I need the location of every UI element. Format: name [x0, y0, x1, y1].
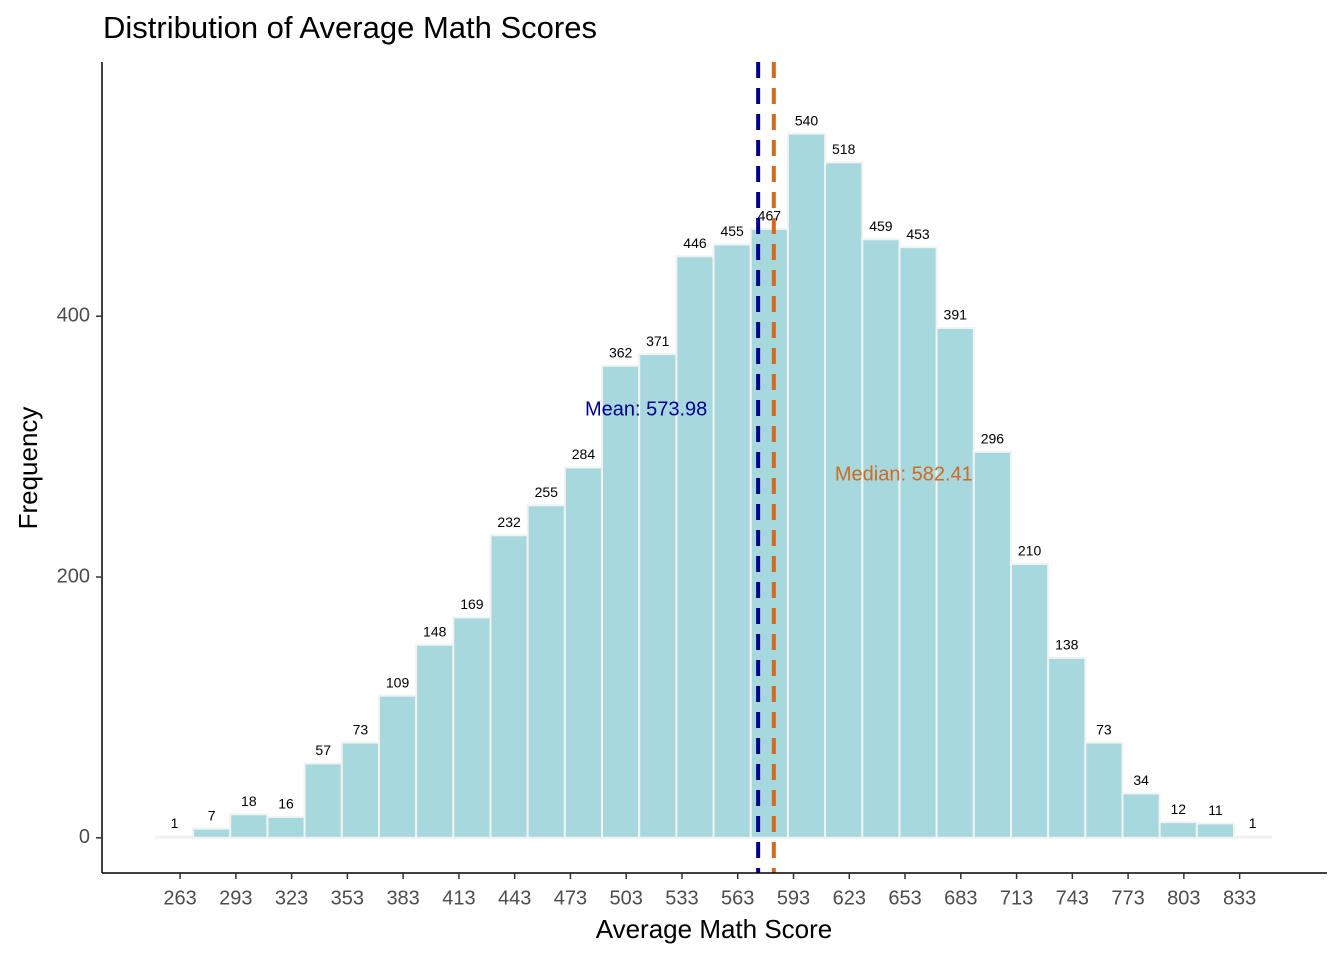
data-label: 391 [944, 307, 968, 323]
bar [638, 353, 678, 839]
y-tick-label: 400 [57, 305, 90, 327]
bar [452, 616, 492, 839]
bar [154, 835, 195, 839]
data-label: 73 [1096, 721, 1112, 737]
reference-label: Median: 582.41 [835, 463, 973, 485]
x-tick-label: 413 [442, 887, 475, 909]
bar [935, 326, 975, 839]
x-tick-label: 743 [1056, 887, 1089, 909]
data-label: 455 [720, 223, 744, 239]
y-tick-label: 200 [57, 565, 90, 587]
bar [1233, 835, 1273, 839]
bar [1084, 741, 1124, 839]
bar [340, 741, 380, 839]
x-tick-label: 773 [1111, 887, 1144, 909]
bar [229, 813, 269, 839]
bar [192, 827, 232, 839]
data-label: 11 [1208, 802, 1223, 818]
bar [1195, 822, 1236, 839]
data-label: 467 [758, 208, 782, 224]
bar [489, 534, 529, 839]
bar [675, 255, 715, 839]
data-label: 12 [1171, 801, 1187, 817]
data-label: 255 [535, 484, 559, 500]
reference-label: Mean: 573.98 [585, 398, 707, 420]
bar [563, 466, 604, 839]
data-label: 371 [646, 333, 670, 349]
chart-title: Distribution of Average Math Scores [103, 10, 597, 45]
bar [824, 161, 864, 839]
data-label: 1 [1249, 815, 1257, 831]
data-label: 459 [869, 218, 893, 234]
x-tick-label: 293 [219, 887, 252, 909]
data-label: 284 [572, 446, 596, 462]
x-tick-label: 323 [275, 887, 308, 909]
data-label: 518 [832, 141, 856, 157]
data-label: 138 [1055, 637, 1079, 653]
data-label: 34 [1133, 772, 1149, 788]
data-label: 540 [795, 112, 819, 128]
bar [898, 246, 938, 839]
data-label: 453 [906, 226, 930, 242]
bar [861, 238, 901, 839]
data-label: 109 [386, 674, 410, 690]
data-label: 7 [208, 807, 216, 823]
data-label: 18 [241, 793, 257, 809]
bar [786, 132, 827, 839]
x-tick-label: 353 [331, 887, 364, 909]
bar [1121, 792, 1161, 839]
x-tick-label: 803 [1167, 887, 1200, 909]
bar [1009, 562, 1050, 839]
x-tick-label: 443 [498, 887, 531, 909]
y-tick-label: 0 [79, 826, 90, 848]
bar [601, 364, 641, 839]
bar [1047, 656, 1087, 839]
data-label: 148 [423, 624, 447, 640]
x-tick-label: 533 [665, 887, 698, 909]
y-axis-label: Frequency [13, 407, 43, 530]
data-label: 169 [460, 596, 484, 612]
data-label: 1 [171, 815, 179, 831]
data-label: 446 [683, 235, 707, 251]
bar [972, 450, 1012, 839]
x-tick-label: 263 [163, 887, 196, 909]
x-tick-label: 503 [610, 887, 643, 909]
x-tick-label: 713 [1000, 887, 1033, 909]
x-tick-label: 473 [554, 887, 587, 909]
bar [303, 762, 343, 839]
data-label: 362 [609, 345, 633, 361]
bar [1158, 821, 1198, 839]
data-label: 73 [353, 721, 369, 737]
data-label: 296 [981, 431, 1005, 447]
data-label: 16 [278, 796, 294, 812]
x-tick-label: 383 [386, 887, 419, 909]
bar [266, 815, 306, 839]
x-axis-label: Average Math Score [596, 914, 833, 944]
x-tick-label: 653 [888, 887, 921, 909]
bar [712, 243, 752, 839]
bar [415, 643, 455, 839]
x-tick-label: 833 [1223, 887, 1256, 909]
x-tick-label: 623 [833, 887, 866, 909]
data-label: 210 [1018, 543, 1042, 559]
data-label: 232 [497, 514, 521, 530]
x-tick-label: 683 [944, 887, 977, 909]
bar [377, 694, 418, 839]
bar [526, 504, 566, 839]
x-tick-label: 563 [721, 887, 754, 909]
x-tick-label: 593 [777, 887, 810, 909]
data-label: 57 [315, 742, 331, 758]
